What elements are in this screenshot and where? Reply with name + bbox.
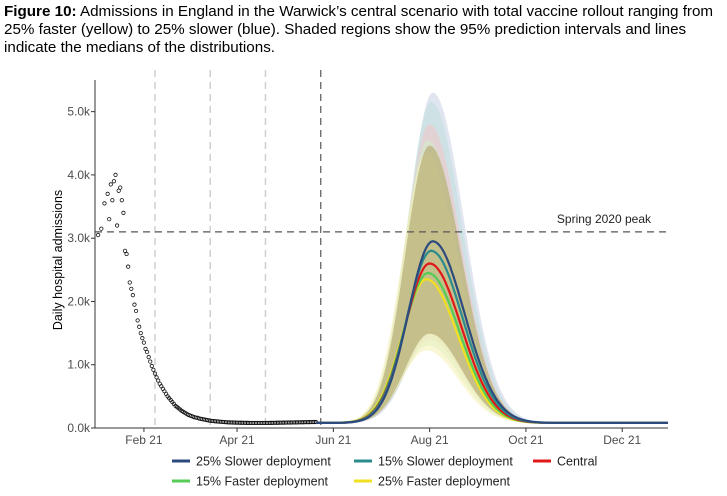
y-axis-title: Daily hospital admissions bbox=[51, 190, 65, 330]
observed-point bbox=[107, 217, 112, 222]
observed-point bbox=[102, 201, 107, 206]
prediction-interval-bands bbox=[316, 92, 668, 424]
observed-point bbox=[126, 264, 131, 269]
band-2 bbox=[316, 102, 668, 423]
y-tick-label: 4.0k bbox=[67, 168, 91, 182]
observed-point bbox=[118, 185, 123, 190]
observed-point bbox=[149, 363, 154, 369]
legend-label-1: 25% Slower deployment bbox=[196, 455, 331, 469]
observed-point bbox=[138, 330, 143, 336]
x-tick-label: Feb 21 bbox=[125, 433, 163, 447]
observed-point bbox=[114, 223, 120, 228]
caption-text: Admissions in England in the Warwick’s c… bbox=[4, 3, 714, 56]
observed-point bbox=[130, 293, 135, 298]
observed-point bbox=[135, 318, 140, 323]
y-tick-label: 5.0k bbox=[67, 105, 91, 119]
observed-point bbox=[146, 355, 151, 360]
y-tick-label: 3.0k bbox=[67, 231, 91, 245]
observed-point bbox=[154, 375, 159, 380]
observed-admissions bbox=[96, 172, 319, 426]
legend-label-2: 15% Slower deployment bbox=[378, 455, 513, 469]
reference-line-group: Spring 2020 peak bbox=[95, 212, 668, 233]
legend: 25% Slower deployment 15% Slower deployme… bbox=[172, 455, 597, 489]
legend-label-5: 25% Faster deployment bbox=[378, 475, 511, 489]
observed-point bbox=[99, 226, 104, 231]
x-tick-label: Dec 21 bbox=[603, 433, 641, 447]
observed-point bbox=[140, 336, 145, 341]
observed-point bbox=[144, 349, 150, 355]
median-line-2 bbox=[316, 249, 668, 424]
observed-point bbox=[132, 302, 137, 307]
observed-point bbox=[151, 367, 156, 372]
observed-point bbox=[116, 188, 121, 193]
observed-point bbox=[156, 378, 161, 383]
observed-point bbox=[143, 346, 148, 352]
observed-point bbox=[119, 198, 124, 203]
observed-point bbox=[105, 191, 110, 196]
observed-point bbox=[111, 179, 117, 184]
intervention-lines bbox=[154, 70, 322, 428]
x-tick-label: Aug 21 bbox=[411, 433, 449, 447]
observed-point bbox=[129, 286, 134, 291]
observed-point bbox=[108, 182, 113, 187]
observed-point bbox=[124, 251, 129, 257]
median-line-1 bbox=[316, 240, 668, 424]
observed-point bbox=[113, 172, 118, 178]
band-overlap bbox=[316, 145, 668, 423]
y-tick-label: 2.0k bbox=[67, 294, 91, 308]
legend-label-4: 15% Faster deployment bbox=[196, 475, 329, 489]
caption-label: Figure 10: bbox=[4, 3, 77, 20]
observed-point bbox=[141, 340, 147, 345]
figure-caption: Figure 10: Admissions in England in the … bbox=[4, 3, 722, 57]
y-tick-label: 0.0k bbox=[67, 421, 91, 435]
x-tick-label: Oct 21 bbox=[508, 433, 544, 447]
legend-label-3: Central bbox=[557, 455, 597, 469]
x-tick-label: Jun 21 bbox=[315, 433, 351, 447]
median-line-3 bbox=[316, 262, 668, 424]
median-lines bbox=[316, 240, 668, 424]
observed-point bbox=[121, 210, 126, 215]
observed-point bbox=[137, 324, 142, 329]
observed-point bbox=[110, 198, 115, 203]
observed-point bbox=[127, 280, 132, 285]
observed-point bbox=[148, 359, 153, 364]
x-tick-label: Apr 21 bbox=[219, 433, 255, 447]
observed-point bbox=[133, 308, 139, 314]
reference-line-label: Spring 2020 peak bbox=[557, 212, 652, 226]
observed-point bbox=[122, 248, 128, 253]
axes: 0.0k 1.0k 2.0k 3.0k 4.0k 5.0k Feb 21 Apr 21 Jun … bbox=[51, 80, 668, 447]
observed-point bbox=[96, 232, 101, 238]
observed-point bbox=[152, 371, 158, 376]
y-tick-label: 1.0k bbox=[67, 358, 91, 372]
